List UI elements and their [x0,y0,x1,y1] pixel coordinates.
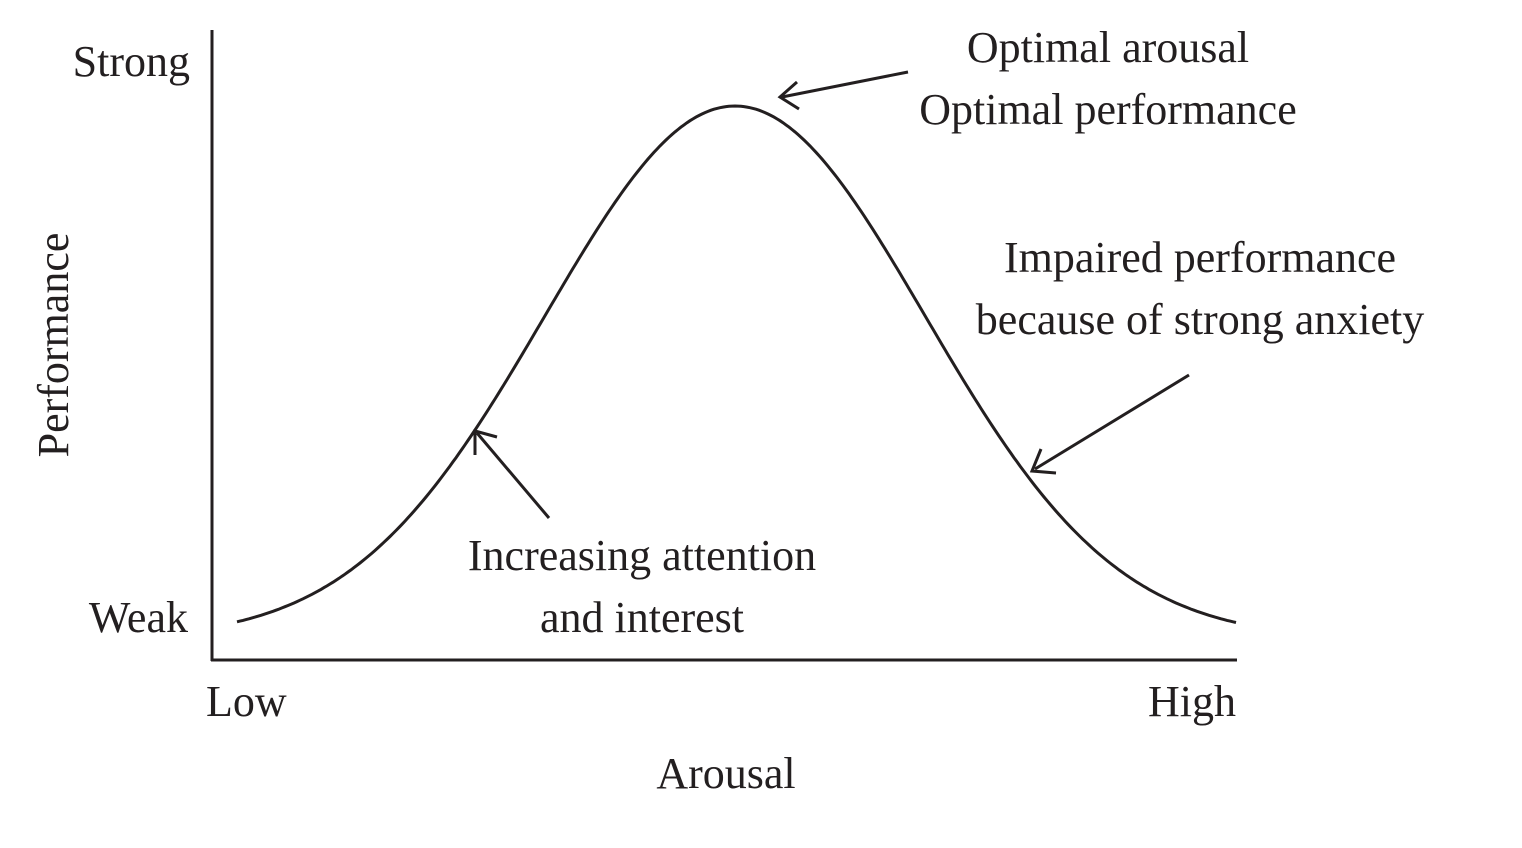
x-axis-title: Arousal [656,749,795,798]
y-axis-top-label: Strong [73,37,190,86]
peak-annotation-line1: Optimal arousal [967,23,1249,72]
right-slope-annotation-line1: Impaired performance [1004,233,1396,282]
y-axis-bottom-label: Weak [89,593,188,642]
performance-curve [236,104,1237,624]
right-slope-annotation-line2: because of strong anxiety [976,295,1424,344]
peak-annotation-line2: Optimal performance [919,85,1297,134]
left-slope-arrow [473,429,551,519]
x-axis-right-label: High [1148,677,1236,726]
left-slope-annotation-line1: Increasing attention [468,531,816,580]
right-slope-arrow [1029,373,1190,475]
y-axis-title: Performance [29,233,78,458]
peak-arrow [777,70,909,111]
left-slope-annotation-line2: and interest [540,593,744,642]
x-axis-left-label: Low [206,677,287,726]
